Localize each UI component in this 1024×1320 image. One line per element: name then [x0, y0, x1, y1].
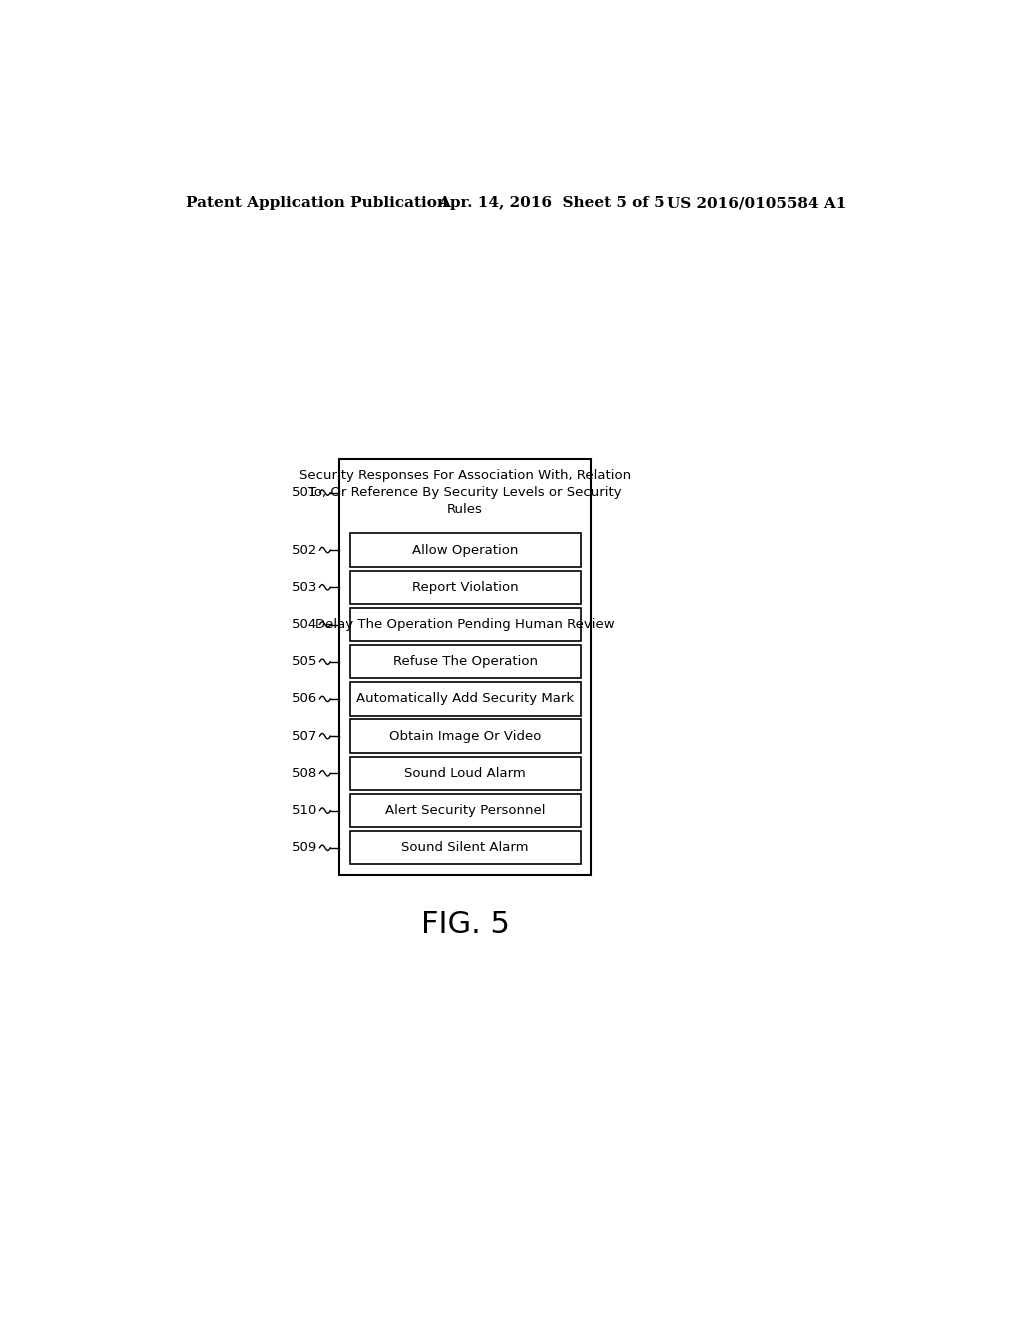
Bar	[349, 756, 581, 791]
Bar	[349, 682, 581, 715]
Text: 507: 507	[292, 730, 317, 743]
Text: 503: 503	[292, 581, 317, 594]
Text: FIG. 5: FIG. 5	[421, 909, 510, 939]
Text: Allow Operation: Allow Operation	[412, 544, 518, 557]
Text: Sound Silent Alarm: Sound Silent Alarm	[401, 841, 528, 854]
Text: Report Violation: Report Violation	[412, 581, 518, 594]
Text: Automatically Add Security Mark: Automatically Add Security Mark	[356, 693, 574, 705]
Bar	[349, 832, 581, 865]
Text: 510: 510	[292, 804, 317, 817]
Text: 501: 501	[292, 486, 317, 499]
Text: 502: 502	[292, 544, 317, 557]
Bar	[349, 719, 581, 752]
Text: Obtain Image Or Video: Obtain Image Or Video	[389, 730, 542, 743]
Text: Sound Loud Alarm: Sound Loud Alarm	[404, 767, 526, 780]
Bar	[349, 793, 581, 828]
Text: Alert Security Personnel: Alert Security Personnel	[385, 804, 546, 817]
Text: US 2016/0105584 A1: US 2016/0105584 A1	[667, 197, 846, 210]
Text: 509: 509	[292, 841, 317, 854]
Text: 508: 508	[292, 767, 317, 780]
Bar	[349, 533, 581, 566]
Bar	[349, 570, 581, 605]
Text: 506: 506	[292, 693, 317, 705]
Text: 505: 505	[292, 655, 317, 668]
Text: 504: 504	[292, 618, 317, 631]
Bar	[339, 459, 592, 875]
Text: Delay The Operation Pending Human Review: Delay The Operation Pending Human Review	[315, 618, 615, 631]
Text: Security Responses For Association With, Relation
To, Or Reference By Security L: Security Responses For Association With,…	[299, 469, 631, 516]
Text: Patent Application Publication: Patent Application Publication	[186, 197, 449, 210]
Bar	[349, 607, 581, 642]
Text: Refuse The Operation: Refuse The Operation	[392, 655, 538, 668]
Text: Apr. 14, 2016  Sheet 5 of 5: Apr. 14, 2016 Sheet 5 of 5	[438, 197, 665, 210]
Bar	[349, 645, 581, 678]
